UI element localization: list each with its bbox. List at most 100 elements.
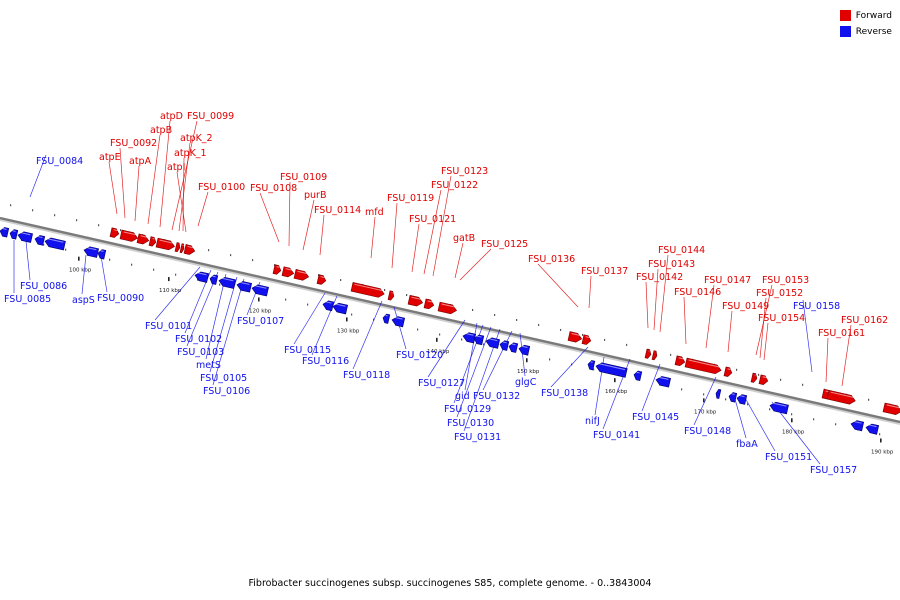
reverse-leader-line [693,376,717,426]
minor-tick [791,413,793,416]
forward-gene-arrow [826,389,856,405]
reverse-gene-label: FSU_0085 [4,294,51,305]
minor-tick [131,263,133,266]
reverse-gene-label: FSU_0148 [684,426,731,437]
forward-gene-arrow [155,237,175,251]
minor-tick [725,398,727,401]
forward-gene-label: atpI [167,162,185,173]
forward-gene-arrow [407,294,424,307]
forward-leader-line [727,310,733,353]
reverse-gene-label: FSU_0129 [444,404,491,415]
reverse-leader-line [456,326,492,418]
forward-gene-arrow [581,334,592,345]
reverse-gene-arrow [194,271,210,283]
forward-gene-arrow [174,242,181,253]
forward-leader-line [178,142,191,232]
reverse-leader-line [293,292,326,345]
reverse-leader-line [352,300,383,370]
forward-swatch [839,10,851,21]
forward-gene-label: FSU_0119 [387,193,434,204]
reverse-gene-arrow [728,392,738,403]
forward-gene-label: FSU_0146 [674,287,721,298]
reverse-gene-label: nifJ [585,416,600,427]
forward-gene-arrow [644,348,652,359]
reverse-gene-arrow [655,376,672,388]
genome-caption: Fibrobacter succinogenes subsp. succinog… [248,578,652,589]
minor-tick [32,209,34,212]
minor-tick [373,318,375,321]
forward-leader-line [459,248,492,281]
minor-tick [703,393,705,396]
reverse-gene-arrow [382,313,391,324]
backbone-shadow [0,218,900,425]
forward-gene-label: FSU_0147 [704,275,751,286]
minor-tick [736,368,738,371]
reverse-gene-arrow [473,334,485,346]
reverse-leader-line [550,346,589,388]
forward-leader-line [147,134,161,225]
major-tick [791,418,793,423]
minor-tick [626,343,628,346]
minor-tick [175,273,177,276]
minor-tick [252,259,254,262]
backbone-line [0,216,900,424]
forward-leader-line [683,296,687,345]
minor-tick [10,204,12,207]
forward-leader-line [108,161,118,215]
forward-leader-line [370,216,376,259]
forward-gene-label: FSU_0109 [280,172,327,183]
reverse-gene-arrow [9,229,19,240]
reverse-gene-arrow [715,388,722,399]
major-tick [614,378,616,383]
forward-gene-label: atpE [99,152,121,163]
reverse-gene-label: FSU_0105 [200,373,247,384]
forward-gene-arrow [109,227,120,238]
reverse-gene-arrow [499,340,510,351]
reverse-gene-label: FSU_0084 [36,156,83,167]
forward-leader-line [841,324,852,387]
forward-leader-line [454,242,464,279]
forward-gene-label: atpK_1 [174,148,207,159]
forward-gene-arrow [272,264,282,275]
major-tick [258,297,260,302]
minor-tick [758,373,760,376]
minor-tick [516,318,518,321]
forward-gene-label: FSU_0092 [110,138,157,149]
forward-gene-arrow [179,243,185,254]
minor-tick [780,378,782,381]
forward-gene-label: atpA [129,156,152,167]
reverse-leader-line [482,330,513,391]
forward-gene-label: FSU_0143 [648,259,695,270]
forward-leader-line [288,181,291,247]
tick-label: 160 kbp [605,389,628,395]
strand-legend: Forward Reverse [839,8,892,40]
forward-gene-arrow [674,355,686,367]
forward-gene-arrow [651,350,658,361]
reverse-leader-line [427,319,466,378]
reverse-gene-label: gid [455,391,470,402]
minor-tick [109,258,111,261]
reverse-gene-arrow [251,284,269,297]
forward-leader-line [432,175,452,277]
forward-leader-line [134,165,140,222]
minor-tick [813,418,815,421]
tick-label: 190 kbp [871,449,894,455]
forward-leader-line [763,322,769,361]
reverse-gene-label: FSU_0130 [447,418,494,429]
reverse-gene-arrow [83,246,100,258]
reverse-gene-arrow [508,342,519,353]
reverse-leader-line [802,299,813,373]
minor-tick [879,433,881,436]
minor-tick [593,368,595,371]
minor-tick [802,383,804,386]
tick-label: 100 kbp [69,268,92,274]
reverse-gene-arrow [633,370,643,382]
reverse-gene-arrow [485,337,501,349]
forward-gene-label: FSU_0144 [658,245,705,256]
forward-leader-line [119,147,126,219]
minor-tick [406,294,408,297]
forward-gene-label: FSU_0154 [758,313,805,324]
forward-gene-arrow [567,331,583,343]
minor-tick [670,353,672,356]
